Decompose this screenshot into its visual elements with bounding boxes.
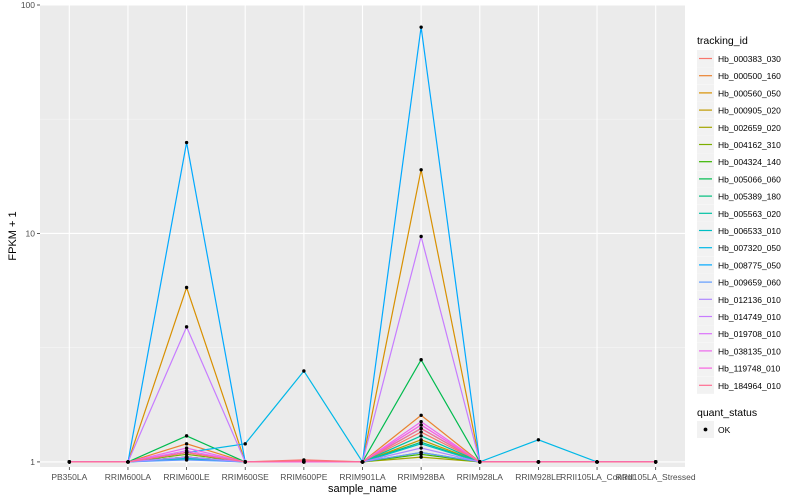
x-tick-label: RRIM600SE bbox=[222, 472, 270, 482]
legend-label: Hb_009659_060 bbox=[718, 278, 781, 288]
legend-label: Hb_005563_020 bbox=[718, 209, 781, 219]
x-tick-label: PB350LA bbox=[51, 472, 87, 482]
data-point bbox=[419, 434, 423, 438]
data-point bbox=[184, 446, 189, 450]
data-point bbox=[536, 438, 541, 442]
data-point bbox=[184, 434, 189, 438]
data-point bbox=[419, 234, 423, 239]
legend-label: Hb_000383_030 bbox=[718, 54, 781, 64]
data-point bbox=[184, 458, 189, 462]
data-point bbox=[419, 419, 423, 424]
data-point bbox=[419, 426, 423, 431]
x-tick-label: RRIM928LE bbox=[515, 472, 562, 482]
x-tick-label: RRIM600LA bbox=[105, 472, 152, 482]
x-tick-label: RRIM928BA bbox=[398, 472, 446, 482]
data-point bbox=[653, 460, 658, 464]
data-point bbox=[302, 459, 306, 463]
legend-label: Hb_006533_010 bbox=[718, 226, 781, 236]
x-tick-label: RRIM928LA bbox=[457, 472, 504, 482]
legend-label: Hb_019708_010 bbox=[718, 329, 781, 339]
data-point bbox=[419, 450, 423, 455]
y-axis-title: FPKM + 1 bbox=[7, 211, 19, 260]
x-axis-title: sample_name bbox=[328, 483, 397, 495]
x-tick-label: RRIM600LE bbox=[163, 472, 210, 482]
data-point bbox=[67, 460, 72, 464]
legend-label: Hb_007320_050 bbox=[718, 243, 781, 253]
legend-title: tracking_id bbox=[697, 35, 748, 47]
data-point bbox=[419, 442, 423, 446]
data-point bbox=[419, 413, 423, 417]
data-point bbox=[419, 446, 423, 450]
data-point bbox=[419, 168, 423, 172]
x-tick-label: RRII105LA_Control bbox=[560, 472, 634, 482]
data-point bbox=[419, 25, 423, 29]
legend-label: Hb_119748_010 bbox=[718, 364, 781, 374]
legend-label: Hb_038135_010 bbox=[718, 346, 781, 356]
data-point bbox=[419, 430, 423, 434]
legend-label: Hb_184964_010 bbox=[718, 381, 781, 391]
data-point bbox=[184, 140, 189, 145]
legend-label: Hb_002659_020 bbox=[718, 123, 781, 133]
data-point bbox=[419, 455, 423, 459]
legend-label: Hb_000905_020 bbox=[718, 106, 781, 116]
data-point bbox=[419, 358, 423, 362]
legend-label: Hb_014749_010 bbox=[718, 312, 781, 322]
y-tick-label: 1 bbox=[30, 457, 35, 467]
data-point bbox=[243, 460, 247, 464]
legend-label: Hb_005389_180 bbox=[718, 192, 781, 202]
y-tick-label: 100 bbox=[21, 0, 35, 10]
legend-label: Hb_004162_310 bbox=[718, 140, 781, 150]
data-point bbox=[419, 438, 423, 442]
x-tick-label: RRIM901LA bbox=[339, 472, 386, 482]
legend-status-point bbox=[703, 427, 708, 432]
legend-label: Hb_000500_160 bbox=[718, 71, 781, 81]
data-point bbox=[184, 450, 189, 455]
data-point bbox=[184, 285, 189, 290]
y-tick-label: 10 bbox=[26, 228, 36, 238]
data-point bbox=[536, 460, 541, 464]
legend-label: Hb_000560_050 bbox=[718, 88, 781, 98]
legend-label: Hb_008775_050 bbox=[718, 260, 781, 270]
legend-label: Hb_005066_060 bbox=[718, 174, 781, 184]
x-tick-label: RRII105LA_Stressed bbox=[616, 472, 696, 482]
data-point bbox=[243, 442, 247, 446]
data-point bbox=[595, 460, 599, 464]
data-point bbox=[184, 455, 189, 459]
data-point bbox=[302, 369, 306, 373]
data-point bbox=[478, 460, 482, 464]
legend-status-label: OK bbox=[718, 425, 731, 435]
data-point bbox=[419, 423, 423, 427]
data-point bbox=[360, 460, 365, 464]
x-tick-label: RRIM600PE bbox=[280, 472, 328, 482]
legend-label: Hb_004324_140 bbox=[718, 157, 781, 167]
legend-label: Hb_012136_010 bbox=[718, 295, 781, 305]
data-point bbox=[126, 460, 130, 464]
data-point bbox=[184, 325, 189, 329]
legend-status-title: quant_status bbox=[697, 407, 757, 419]
data-point bbox=[184, 442, 189, 446]
